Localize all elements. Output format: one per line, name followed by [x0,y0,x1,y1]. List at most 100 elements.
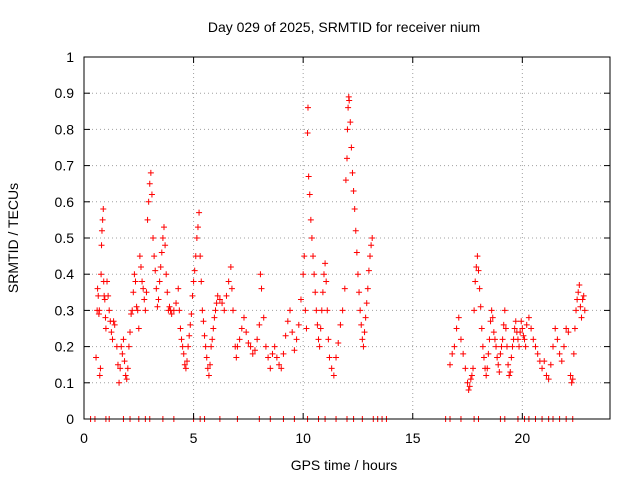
data-point [196,209,203,216]
data-point [135,325,142,332]
y-tick-label: 0.9 [55,85,75,101]
data-point [295,321,302,328]
data-point [484,365,491,372]
data-point [304,104,311,111]
data-point [580,292,587,299]
data-point [221,307,228,314]
data-point [209,336,216,343]
data-point [247,343,254,350]
data-point [120,336,127,343]
data-point [489,314,496,321]
data-point [363,300,370,307]
data-point [325,336,332,343]
y-axis-ticks: 0 0.1 0.2 0.3 0.4 0.5 0.6 0.7 0.8 0.9 1 [55,49,610,427]
data-point [233,354,240,361]
data-point [141,296,148,303]
data-point [293,336,300,343]
data-point [339,307,346,314]
data-point [164,289,171,296]
data-point [225,278,232,285]
data-point [357,307,364,314]
data-point [330,372,337,379]
data-point [119,350,126,357]
data-point [349,169,356,176]
data-point [124,365,131,372]
data-point [151,253,158,260]
data-point [117,365,124,372]
data-point [238,325,245,332]
data-point [291,347,298,354]
data-point [518,318,525,325]
data-point [545,376,552,383]
data-point [96,372,103,379]
data-point [194,224,201,231]
data-point [508,354,515,361]
data-point [280,350,287,357]
data-point [475,267,482,274]
data-point [262,343,269,350]
data-point [101,296,108,303]
data-point [199,307,206,314]
data-point [201,332,208,339]
data-point [462,365,469,372]
data-point [118,343,125,350]
x-tick-label: 15 [405,430,421,446]
data-point [197,253,204,260]
data-point [532,343,539,350]
data-point [257,271,264,278]
data-point [547,361,554,368]
data-point [297,296,304,303]
data-point [155,296,162,303]
data-point [137,263,144,270]
data-point [358,321,365,328]
data-point [258,285,265,292]
data-point [178,336,185,343]
data-point [578,314,585,321]
data-point [473,263,480,270]
data-point [208,343,215,350]
data-point [465,387,472,394]
data-point [353,249,360,256]
data-point [140,285,147,292]
data-point [306,191,313,198]
data-point [303,325,310,332]
data-point [455,314,462,321]
y-tick-label: 0.5 [55,230,75,246]
data-point [177,325,184,332]
data-point [509,343,516,350]
x-tick-label: 0 [80,430,88,446]
data-point [495,361,502,368]
data-point [132,278,139,285]
data-point [485,350,492,357]
data-point [359,336,366,343]
data-point [478,325,485,332]
data-point [490,329,497,336]
data-point [269,350,276,357]
data-point [498,343,505,350]
x-tick-label: 20 [515,430,531,446]
data-point [528,325,535,332]
data-point [148,191,155,198]
data-point [337,321,344,328]
data-point [98,227,105,234]
data-point [98,271,105,278]
data-point [249,350,256,357]
data-point [207,361,214,368]
data-point [110,318,117,325]
data-point [256,321,263,328]
data-point [530,336,537,343]
data-point [344,155,350,162]
data-point [310,253,317,260]
data-point [534,350,541,357]
data-point [360,343,367,350]
data-point [173,300,180,307]
data-point [497,350,504,357]
data-point [472,278,479,285]
data-point [558,358,565,365]
data-point [324,307,331,314]
y-axis-title: SRMTID / TECUs [5,183,21,293]
data-point [170,307,177,314]
x-tick-label: 5 [190,430,198,446]
data-point [187,321,194,328]
data-point [511,325,518,332]
